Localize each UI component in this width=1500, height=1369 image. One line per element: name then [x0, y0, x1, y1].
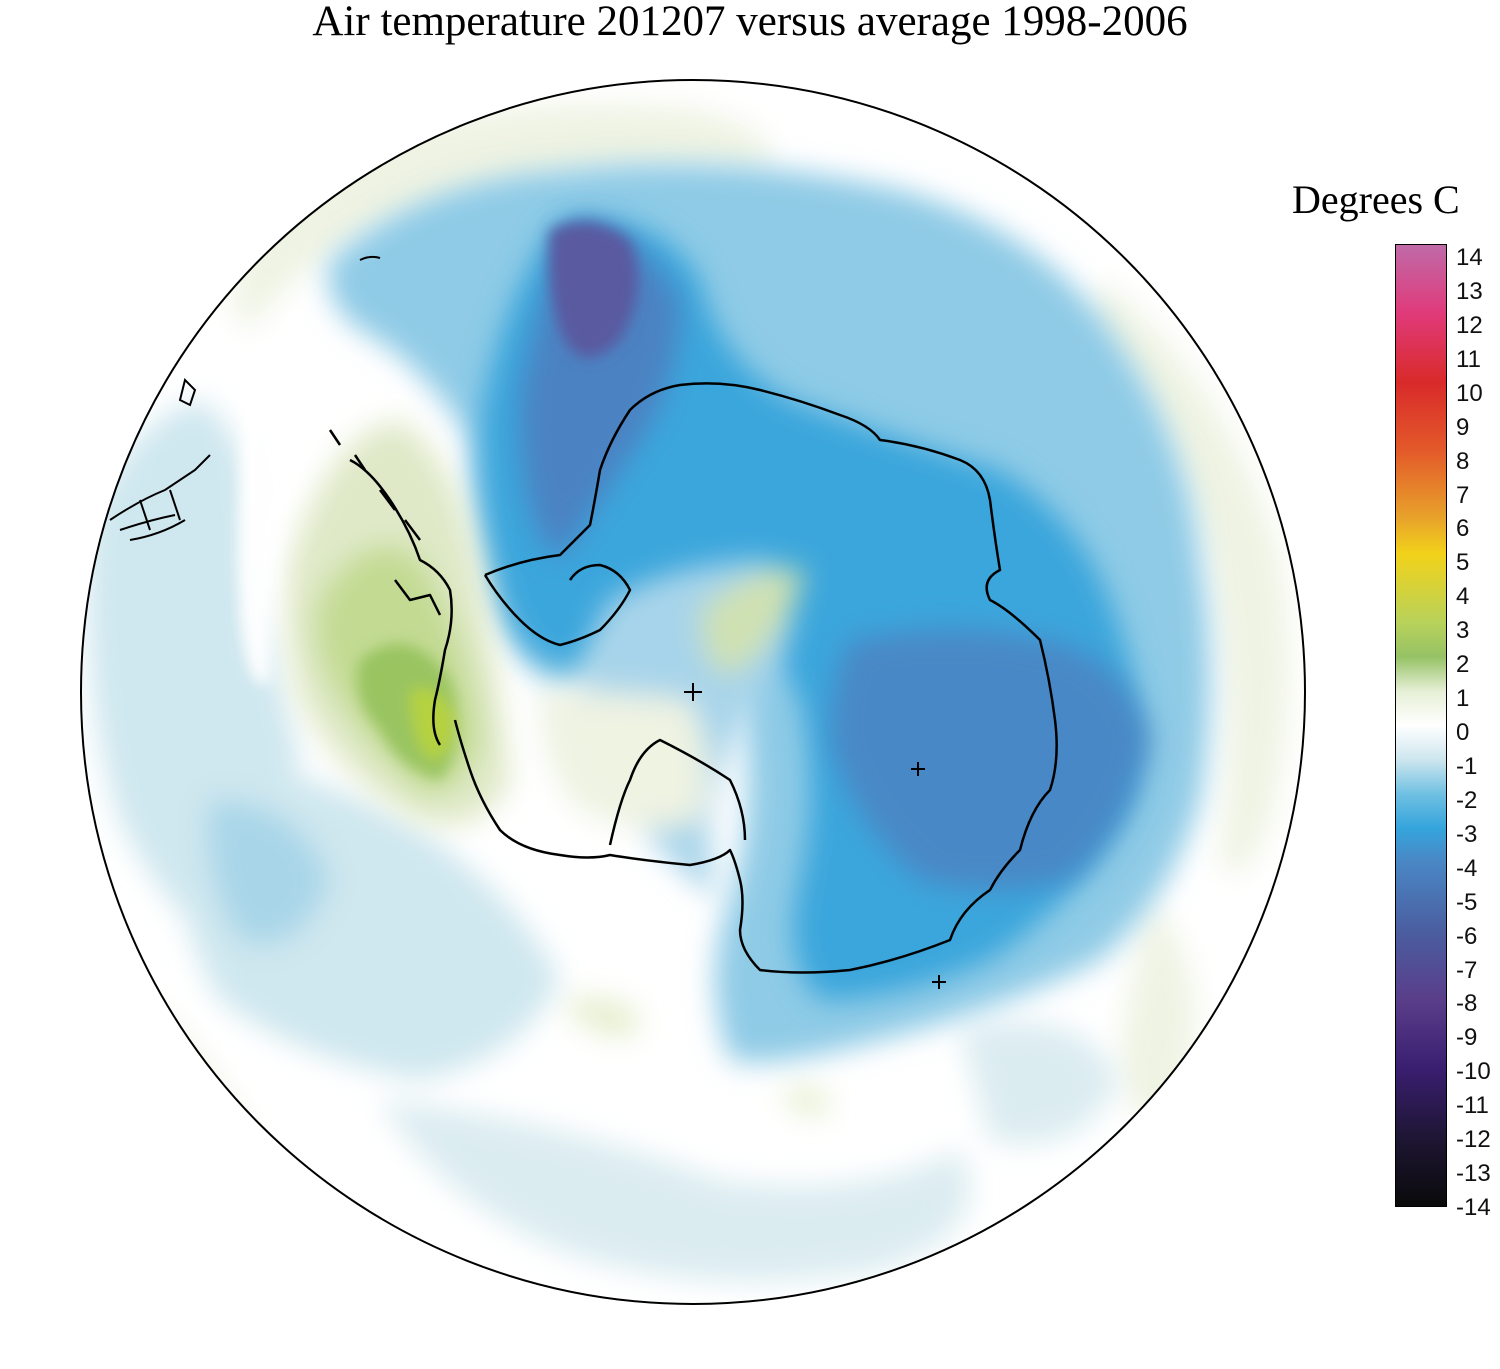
scale-tick-label: -11: [1456, 1092, 1489, 1120]
scale-tick-label: -3: [1456, 820, 1478, 848]
scale-tick-label: -9: [1456, 1024, 1478, 1052]
scale-tick-label: 5: [1456, 549, 1470, 577]
scale-tick-label: 10: [1456, 379, 1483, 407]
scale-tick-label: -1: [1456, 752, 1478, 780]
scale-tick-label: -2: [1456, 786, 1478, 814]
scale-tick-label: 12: [1456, 311, 1483, 339]
scale-tick-label: 9: [1456, 413, 1470, 441]
scale-tick-label: 6: [1456, 515, 1470, 543]
scale-tick-label: -10: [1456, 1058, 1491, 1086]
scale-tick-label: 11: [1456, 345, 1481, 373]
scale-tick-label: -6: [1456, 922, 1478, 950]
scale-tick-label: -4: [1456, 854, 1478, 882]
south-america-tip: [109, 255, 381, 541]
scale-tick-label: -14: [1456, 1194, 1491, 1221]
legend-title: Degrees C: [1292, 177, 1460, 222]
color-scale-bar: [1395, 244, 1447, 1207]
scale-tick-label: -7: [1456, 956, 1478, 984]
scale-tick-label: 13: [1456, 277, 1483, 305]
scale-tick-label: 4: [1456, 583, 1470, 611]
scale-tick-label: -13: [1456, 1160, 1491, 1188]
scale-tick-label: 7: [1456, 481, 1470, 509]
cross-marker: [932, 975, 946, 989]
south-pole-marker: [684, 683, 702, 701]
scale-tick-label: 3: [1456, 617, 1470, 645]
antarctica-coastline: [328, 382, 1058, 974]
scale-tick-label: 2: [1456, 651, 1470, 679]
cross-marker: [911, 762, 925, 776]
temperature-field: [81, 80, 1305, 1304]
scale-tick-label: -8: [1456, 990, 1478, 1018]
scale-tick-label: 1: [1456, 685, 1470, 713]
map-title: Air temperature 201207 versus average 19…: [312, 0, 1188, 45]
map-boundary: [80, 79, 1306, 1305]
scale-tick-label: -12: [1456, 1126, 1491, 1154]
scale-tick-label: 8: [1456, 447, 1470, 475]
scale-tick-label: 14: [1456, 244, 1483, 271]
scale-tick-label: 0: [1456, 719, 1470, 746]
scale-tick-label: -5: [1456, 888, 1478, 916]
